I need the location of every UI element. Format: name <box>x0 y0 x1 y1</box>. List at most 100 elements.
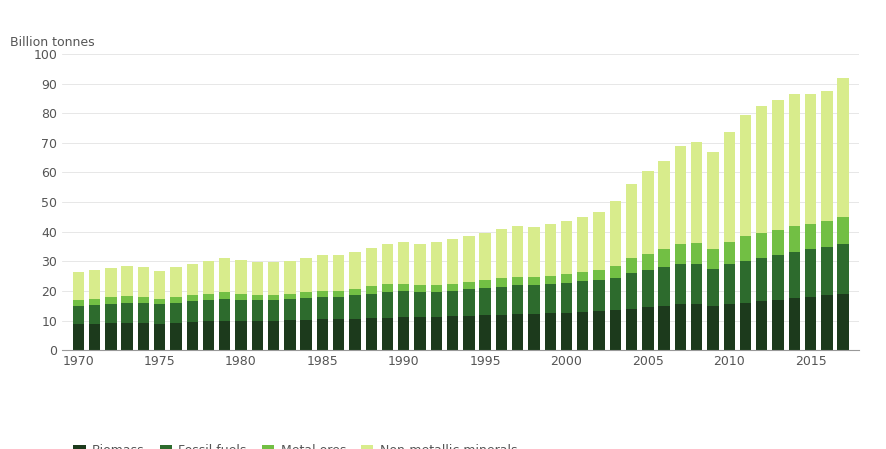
Bar <box>333 319 345 350</box>
Bar <box>724 304 734 350</box>
Bar <box>545 224 556 276</box>
Bar <box>252 295 263 300</box>
Bar <box>626 184 637 258</box>
Bar <box>431 242 442 285</box>
Bar <box>431 285 442 291</box>
Bar <box>203 294 214 300</box>
Bar <box>594 280 605 311</box>
Bar <box>366 286 377 294</box>
Bar <box>495 286 507 315</box>
Bar <box>479 280 491 288</box>
Bar <box>219 321 230 350</box>
Bar <box>626 258 637 273</box>
Bar <box>121 296 133 303</box>
Bar <box>479 233 491 280</box>
Legend: Biomass, Fossil fuels, Metal ores, Non-metallic minerals: Biomass, Fossil fuels, Metal ores, Non-m… <box>68 440 522 449</box>
Bar <box>756 233 767 258</box>
Bar <box>610 277 621 310</box>
Bar <box>512 285 524 314</box>
Bar <box>479 315 491 350</box>
Bar <box>89 305 100 324</box>
Bar <box>105 323 117 350</box>
Bar <box>203 321 214 350</box>
Bar <box>512 314 524 350</box>
Bar <box>73 272 84 300</box>
Bar <box>577 272 588 282</box>
Bar <box>610 266 621 277</box>
Bar <box>495 315 507 350</box>
Bar <box>707 306 719 350</box>
Bar <box>577 282 588 312</box>
Bar <box>642 270 654 307</box>
Bar <box>594 311 605 350</box>
Bar <box>89 324 100 350</box>
Bar <box>724 242 734 264</box>
Bar <box>707 152 719 250</box>
Bar <box>382 292 393 317</box>
Bar <box>137 297 149 303</box>
Bar <box>73 300 84 306</box>
Bar <box>594 212 605 269</box>
Bar <box>121 303 133 323</box>
Bar <box>398 284 409 291</box>
Bar <box>431 291 442 317</box>
Bar <box>219 292 230 299</box>
Bar <box>187 322 198 350</box>
Bar <box>675 264 686 304</box>
Bar <box>740 261 751 303</box>
Bar <box>756 301 767 350</box>
Bar <box>463 316 475 350</box>
Bar <box>561 283 572 313</box>
Bar <box>187 295 198 301</box>
Bar <box>642 254 654 270</box>
Text: Billion tonnes: Billion tonnes <box>11 36 95 49</box>
Bar <box>316 297 328 319</box>
Bar <box>773 255 784 300</box>
Bar <box>447 284 458 291</box>
Bar <box>658 306 670 350</box>
Bar <box>73 324 84 350</box>
Bar <box>804 297 816 350</box>
Bar <box>73 306 84 324</box>
Bar <box>821 295 833 350</box>
Bar <box>121 323 133 350</box>
Bar <box>415 317 426 350</box>
Bar <box>121 266 133 296</box>
Bar <box>756 106 767 233</box>
Bar <box>691 264 703 304</box>
Bar <box>789 299 800 350</box>
Bar <box>187 301 198 322</box>
Bar <box>105 268 117 298</box>
Bar <box>707 250 719 269</box>
Bar <box>463 236 475 282</box>
Bar <box>219 258 230 292</box>
Bar <box>837 78 849 217</box>
Bar <box>675 146 686 243</box>
Bar <box>821 221 833 247</box>
Bar <box>415 292 426 317</box>
Bar <box>821 91 833 221</box>
Bar <box>300 258 312 292</box>
Bar <box>268 295 279 300</box>
Bar <box>284 299 296 320</box>
Bar <box>203 300 214 321</box>
Bar <box>268 300 279 321</box>
Bar <box>740 303 751 350</box>
Bar <box>137 267 149 297</box>
Bar <box>300 292 312 298</box>
Bar <box>447 239 458 284</box>
Bar <box>804 224 816 250</box>
Bar <box>773 230 784 255</box>
Bar <box>284 294 296 299</box>
Bar <box>382 284 393 292</box>
Bar <box>512 277 524 285</box>
Bar <box>561 313 572 350</box>
Bar <box>415 285 426 292</box>
Bar <box>187 264 198 295</box>
Bar <box>495 229 507 278</box>
Bar <box>463 282 475 289</box>
Bar <box>626 273 637 309</box>
Bar <box>382 244 393 284</box>
Bar <box>789 252 800 299</box>
Bar <box>658 250 670 267</box>
